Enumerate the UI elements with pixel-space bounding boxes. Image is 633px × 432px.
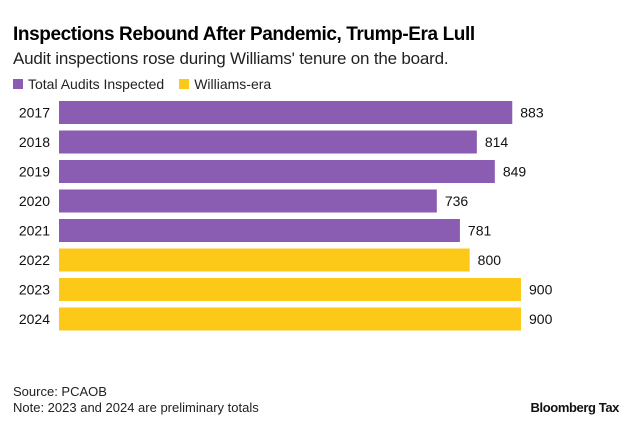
category-label: 2019	[19, 164, 50, 180]
data-label: 800	[478, 252, 502, 268]
category-label: 2020	[19, 193, 50, 209]
legend-swatch-total	[13, 79, 23, 89]
data-label: 900	[529, 311, 553, 327]
legend-label-total: Total Audits Inspected	[28, 76, 165, 92]
category-label: 2022	[19, 252, 50, 268]
legend-label-williams: Williams-era	[194, 76, 272, 92]
bar-2024	[59, 307, 521, 331]
bar-2021	[59, 219, 460, 242]
legend-swatch-williams	[179, 79, 190, 89]
footnote: Note: 2023 and 2024 are preliminary tota…	[13, 400, 259, 415]
footer: Source: PCAOB Note: 2023 and 2024 are pr…	[13, 384, 259, 416]
data-label: 814	[485, 134, 509, 150]
category-label: 2018	[19, 134, 50, 150]
bar-chart: 2017 883 2018 814 2019 849 2020 736 2021 781 2022 8…	[19, 101, 553, 331]
data-label: 781	[468, 223, 492, 239]
brand-logo: Bloomberg Tax	[530, 400, 620, 415]
chart-subtitle: Audit inspections rose during Williams' …	[13, 49, 449, 68]
chart-title: Inspections Rebound After Pandemic, Trum…	[13, 24, 475, 45]
bar-2017	[59, 101, 513, 124]
category-label: 2024	[19, 311, 50, 327]
category-label: 2023	[19, 282, 50, 298]
source-note: Source: PCAOB	[13, 384, 107, 399]
data-label: 849	[503, 164, 527, 180]
legend-item-total: Total Audits Inspected	[13, 76, 164, 92]
data-label: 736	[445, 193, 469, 209]
data-label: 900	[529, 282, 553, 298]
legend-item-williams: Williams-era	[179, 76, 271, 92]
category-label: 2017	[19, 105, 50, 121]
bar-2018	[59, 130, 477, 154]
bar-2020	[59, 189, 437, 213]
bar-2023	[59, 278, 521, 301]
bar-2022	[59, 248, 470, 272]
legend: Total Audits Inspected Williams-era	[13, 76, 286, 92]
bar-2019	[59, 160, 495, 183]
category-label: 2021	[19, 223, 50, 239]
data-label: 883	[520, 105, 544, 121]
